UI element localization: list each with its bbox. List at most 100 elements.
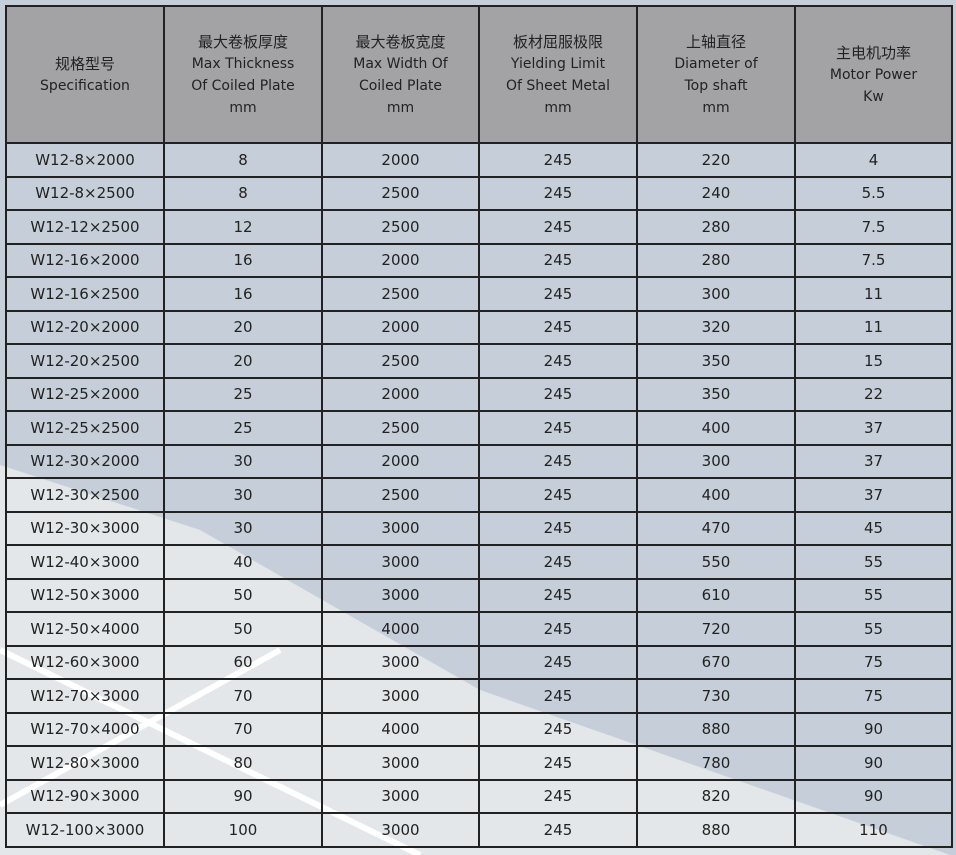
- table-cell: 2500: [321, 477, 480, 513]
- column-header-en: Max Thickness: [191, 55, 295, 72]
- table-cell: 5.5: [794, 175, 953, 211]
- table-cell: 25: [163, 410, 323, 446]
- column-header-en: Motor Power: [829, 66, 918, 83]
- column-header-en: mm: [702, 99, 730, 116]
- table-cell: 20: [163, 343, 323, 379]
- table-cell: 50: [163, 577, 323, 613]
- table-cell: 22: [794, 376, 953, 412]
- column-header: 最大卷板厚度 Max Thickness Of Coiled Plate mm: [163, 5, 323, 144]
- table-cell: W12-16×2000: [5, 242, 165, 278]
- column-header-zh: 主电机功率: [835, 43, 911, 62]
- table-cell: 2000: [321, 142, 480, 178]
- table-cell: 90: [794, 745, 953, 781]
- table-cell: W12-20×2000: [5, 309, 165, 345]
- table-cell: 880: [636, 711, 796, 747]
- table-cell: 245: [478, 812, 638, 848]
- table-cell: 55: [794, 544, 953, 580]
- column-header: 最大卷板宽度 Max Width Of Coiled Plate mm: [321, 5, 480, 144]
- table-cell: 75: [794, 678, 953, 714]
- table-cell: 245: [478, 510, 638, 546]
- table-row: W12-20×2500 20 2500 245 350 15: [5, 343, 953, 379]
- table-cell: W12-8×2500: [5, 175, 165, 211]
- table-cell: 245: [478, 477, 638, 513]
- table-cell: 2500: [321, 343, 480, 379]
- table-cell: W12-16×2500: [5, 276, 165, 312]
- table-row: W12-8×2500 8 2500 245 240 5.5: [5, 175, 953, 211]
- table-cell: 245: [478, 577, 638, 613]
- table-cell: 245: [478, 175, 638, 211]
- table-cell: 300: [636, 276, 796, 312]
- table-cell: 70: [163, 711, 323, 747]
- column-header-en: Coiled Plate: [358, 77, 443, 94]
- table-cell: 3000: [321, 544, 480, 580]
- table-cell: 8: [163, 175, 323, 211]
- table-cell: 12: [163, 209, 323, 245]
- table-cell: 55: [794, 577, 953, 613]
- table-row: W12-25×2000 25 2000 245 350 22: [5, 376, 953, 412]
- table-cell: W12-30×2500: [5, 477, 165, 513]
- table-cell: 20: [163, 309, 323, 345]
- table-cell: 470: [636, 510, 796, 546]
- table-cell: 3000: [321, 510, 480, 546]
- table-cell: 2000: [321, 242, 480, 278]
- table-cell: 245: [478, 343, 638, 379]
- column-header-zh: 最大卷板宽度: [355, 32, 446, 51]
- table-cell: 2000: [321, 376, 480, 412]
- column-header-en: Yielding Limit: [510, 55, 606, 72]
- table-cell: 245: [478, 711, 638, 747]
- table-cell: W12-30×2000: [5, 443, 165, 479]
- table-cell: 350: [636, 343, 796, 379]
- table-cell: 3000: [321, 778, 480, 814]
- table-cell: 880: [636, 812, 796, 848]
- table-cell: W12-90×3000: [5, 778, 165, 814]
- column-header: 主电机功率 Motor Power Kw: [794, 5, 953, 144]
- table-cell: 245: [478, 276, 638, 312]
- table-cell: 245: [478, 142, 638, 178]
- table-cell: 40: [163, 544, 323, 580]
- table-cell: W12-50×4000: [5, 611, 165, 647]
- table-cell: 400: [636, 410, 796, 446]
- table-cell: 220: [636, 142, 796, 178]
- table-cell: 55: [794, 611, 953, 647]
- table-cell: 400: [636, 477, 796, 513]
- table-cell: W12-70×3000: [5, 678, 165, 714]
- table-cell: 25: [163, 376, 323, 412]
- table-cell: 80: [163, 745, 323, 781]
- table-cell: 90: [163, 778, 323, 814]
- column-header-en: Of Coiled Plate: [191, 77, 295, 94]
- table-cell: 8: [163, 142, 323, 178]
- table-row: W12-70×4000 70 4000 245 880 90: [5, 711, 953, 747]
- table-cell: 30: [163, 443, 323, 479]
- table-cell: 45: [794, 510, 953, 546]
- column-header-en: Kw: [863, 88, 884, 105]
- table-cell: 100: [163, 812, 323, 848]
- table-cell: 240: [636, 175, 796, 211]
- table-row: W12-50×3000 50 3000 245 610 55: [5, 577, 953, 613]
- table-cell: 2000: [321, 443, 480, 479]
- table-row: W12-12×2500 12 2500 245 280 7.5: [5, 209, 953, 245]
- table-cell: 280: [636, 209, 796, 245]
- column-header-en: mm: [229, 99, 257, 116]
- header-row: 规格型号 Specification 最大卷板厚度 Max Thickness Of C…: [5, 5, 953, 144]
- table-cell: 2500: [321, 410, 480, 446]
- column-header-zh: 最大卷板厚度: [197, 32, 288, 51]
- table-row: W12-80×3000 80 3000 245 780 90: [5, 745, 953, 781]
- table-cell: 245: [478, 745, 638, 781]
- table-cell: W12-25×2000: [5, 376, 165, 412]
- table-cell: 7.5: [794, 242, 953, 278]
- table-cell: 60: [163, 644, 323, 680]
- table-cell: 50: [163, 611, 323, 647]
- table-cell: 3000: [321, 678, 480, 714]
- table-cell: 37: [794, 477, 953, 513]
- table-cell: 37: [794, 443, 953, 479]
- table-row: W12-25×2500 25 2500 245 400 37: [5, 410, 953, 446]
- column-header-en: Of Sheet Metal: [506, 77, 610, 94]
- column-header-en: Max Width Of: [353, 55, 448, 72]
- table-cell: 245: [478, 611, 638, 647]
- table-cell: 245: [478, 209, 638, 245]
- table-row: W12-8×2000 8 2000 245 220 4: [5, 142, 953, 178]
- table-row: W12-30×2500 30 2500 245 400 37: [5, 477, 953, 513]
- table-cell: W12-100×3000: [5, 812, 165, 848]
- table-cell: 15: [794, 343, 953, 379]
- table-cell: 670: [636, 644, 796, 680]
